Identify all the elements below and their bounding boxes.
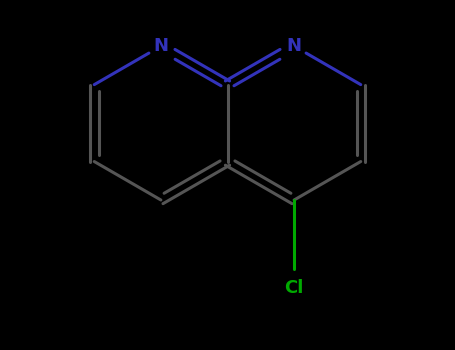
Text: Cl: Cl: [284, 279, 304, 298]
Text: N: N: [153, 37, 168, 55]
Text: N: N: [287, 37, 302, 55]
